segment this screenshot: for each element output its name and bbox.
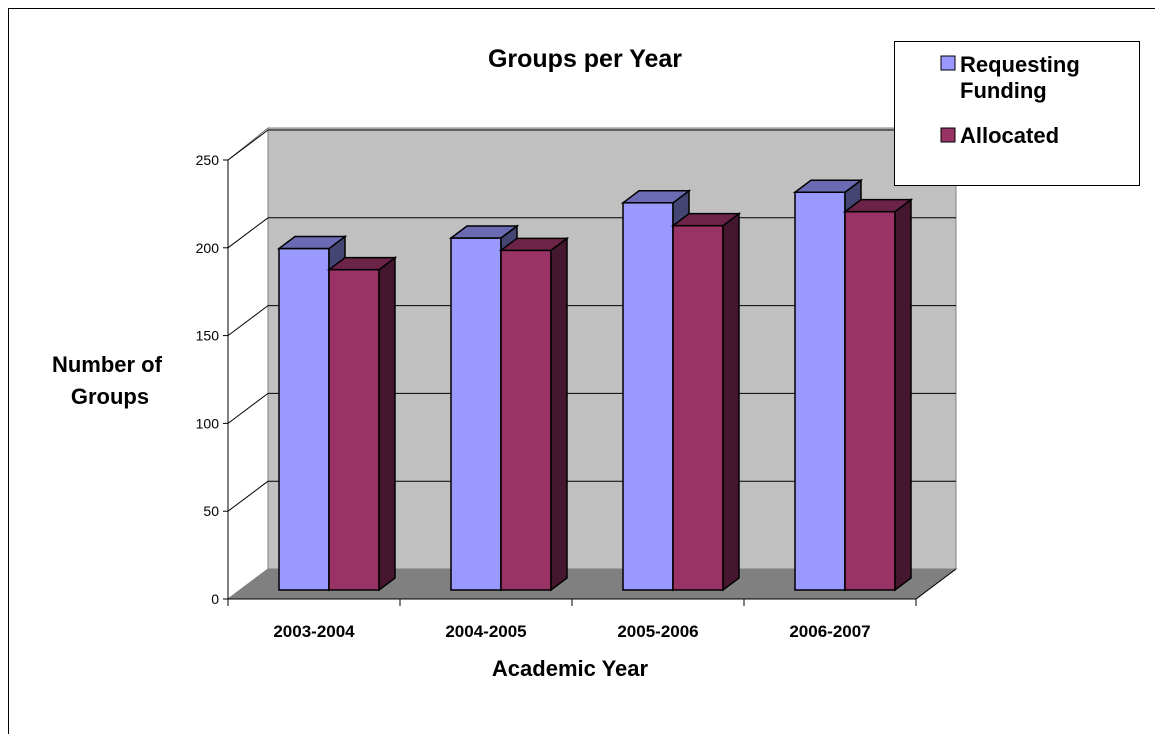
y-axis-title-line-1: Number of	[52, 352, 163, 377]
bar-front	[672, 224, 724, 591]
bar-side	[378, 256, 396, 592]
bar-side	[550, 236, 568, 592]
x-ticks	[227, 599, 917, 606]
x-axis-title: Academic Year	[492, 656, 649, 681]
category-labels: 2003-2004 2004-2005 2005-2006 2006-2007	[273, 622, 870, 641]
bar-front	[794, 191, 846, 591]
y-axis-title-line-2: Groups	[71, 384, 149, 409]
y-tick-label: 100	[196, 415, 220, 431]
bar-top	[670, 212, 742, 227]
x-tick-label: 2003-2004	[273, 622, 355, 641]
gridline-side	[227, 480, 269, 512]
bar-top	[792, 179, 864, 193]
legend-box	[894, 41, 1140, 186]
bar-requesting-funding-2005-2006	[620, 189, 692, 592]
y-tick-label: 0	[211, 591, 219, 607]
y-axis-title: Number of Groups	[52, 352, 168, 409]
bar-allocated-2006-2007	[842, 198, 914, 592]
y-tick-label: 200	[196, 240, 220, 256]
legend-label-requesting-funding-line-1: Requesting	[960, 52, 1080, 77]
bar-side	[722, 212, 740, 592]
legend-swatch-allocated	[940, 127, 956, 143]
gridline-side	[227, 305, 269, 337]
bar-top	[448, 225, 520, 239]
bar-front	[328, 268, 380, 591]
bar-side	[894, 198, 912, 592]
y-tick-label: 50	[203, 503, 219, 519]
gridline-side	[227, 217, 269, 249]
gridline-side	[227, 129, 269, 161]
bar-allocated-2003-2004	[326, 256, 398, 592]
bar-top	[842, 198, 914, 213]
y-tick-label: 250	[196, 152, 220, 168]
plot-side-wall	[227, 126, 269, 600]
gridline-side	[227, 392, 269, 424]
legend-label-allocated: Allocated	[960, 123, 1059, 148]
legend: Requesting Funding Allocated	[894, 41, 1140, 186]
x-tick-label: 2004-2005	[445, 622, 526, 641]
legend-label-requesting-funding-line-2: Funding	[960, 78, 1047, 103]
bar-top	[498, 237, 570, 252]
x-axis-depth-line	[915, 568, 957, 600]
bar-allocated-2004-2005	[498, 236, 570, 592]
legend-swatch-requesting-funding	[940, 55, 956, 71]
y-ticks: 0 50 100 150 200 250	[196, 152, 228, 607]
bars	[276, 178, 914, 592]
x-tick-label: 2006-2007	[789, 622, 870, 641]
x-tick-label: 2005-2006	[617, 622, 698, 641]
bar-top	[620, 190, 692, 204]
bar-front	[500, 249, 552, 591]
chart-title: Groups per Year	[488, 45, 682, 73]
legend-label-requesting-funding: Requesting Funding	[960, 52, 1086, 103]
bar-allocated-2005-2006	[670, 212, 742, 592]
bar-front	[844, 210, 896, 591]
bar-front	[622, 202, 674, 591]
bar-front	[278, 247, 330, 591]
bar-top	[326, 256, 398, 271]
y-tick-label: 150	[196, 328, 220, 344]
bar-top	[276, 235, 348, 250]
bar-front	[450, 237, 502, 591]
